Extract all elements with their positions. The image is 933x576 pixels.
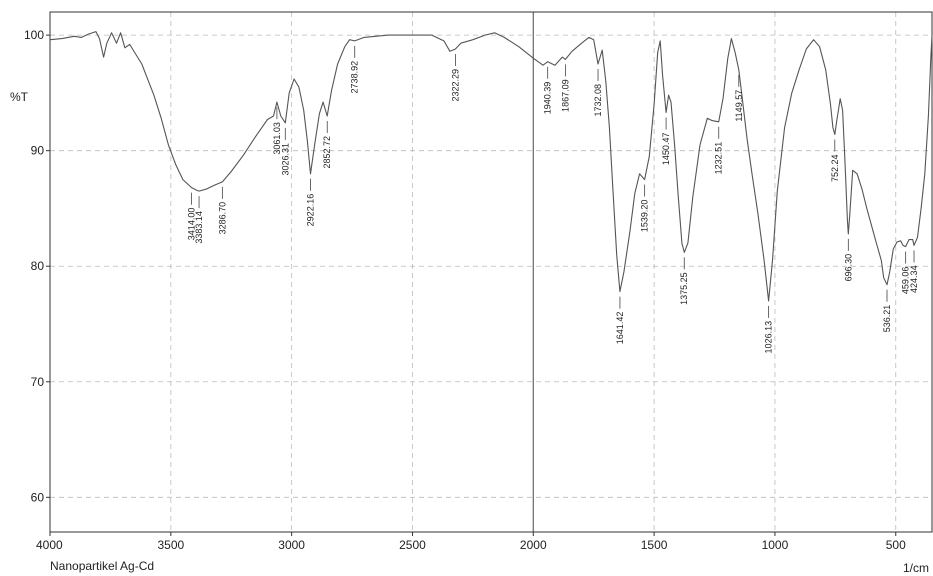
peak-label: 2738.92: [350, 61, 360, 94]
y-axis-label: %T: [10, 90, 29, 104]
x-tick-label: 4000: [36, 538, 63, 552]
peak-label: 2922.16: [305, 194, 315, 227]
peak-label: 752.24: [830, 154, 840, 182]
x-tick-label: 1500: [641, 538, 668, 552]
y-tick-label: 100: [24, 28, 44, 42]
sample-label: Nanopartikel Ag-Cd: [50, 559, 154, 573]
peak-label: 1940.39: [543, 82, 553, 115]
peak-label: 1375.25: [679, 272, 689, 305]
peak-label: 3061.03: [272, 122, 282, 155]
peak-label: 1732.08: [593, 84, 603, 117]
y-tick-label: 80: [31, 259, 45, 273]
peak-label: 2322.29: [450, 69, 460, 102]
x-tick-label: 2500: [399, 538, 426, 552]
peak-label: 696.30: [843, 254, 853, 282]
x-tick-label: 500: [886, 538, 906, 552]
y-tick-label: 70: [31, 375, 45, 389]
peak-label: 3286.70: [217, 202, 227, 235]
x-tick-label: 1000: [762, 538, 789, 552]
peak-label: 3414.00: [187, 208, 197, 241]
peak-label: 3026.31: [280, 143, 290, 176]
plot-frame: [49, 11, 933, 533]
x-tick-label: 3500: [157, 538, 184, 552]
peak-label: 1539.20: [640, 200, 650, 233]
x-tick-label: 2000: [520, 538, 547, 552]
series-layer: [49, 31, 933, 302]
grid: [50, 12, 932, 532]
spectrum-line: [49, 31, 933, 302]
peak-label: 1450.47: [661, 133, 671, 166]
x-tick-label: 3000: [278, 538, 305, 552]
x-axis-unit: 1/cm: [903, 561, 929, 575]
peak-label: 424.34: [909, 265, 919, 293]
peak-label: 1149.57: [734, 90, 744, 122]
y-tick-label: 90: [31, 144, 45, 158]
peak-label: 1026.13: [764, 321, 774, 354]
axes: 60 70 80 90 100 4000 3500 3000 2500 2000 1500 1000 5…: [24, 11, 933, 552]
peak-label: 536.21: [882, 305, 892, 333]
peak-label: 1867.09: [560, 79, 570, 112]
peak-label: 1232.51: [714, 142, 724, 175]
peak-label: 459.06: [901, 267, 911, 295]
peak-label: 1641.42: [615, 312, 625, 345]
y-tick-label: 60: [31, 490, 45, 504]
peak-label: 2852.72: [322, 136, 332, 169]
peak-label: 3383.14: [194, 211, 204, 244]
